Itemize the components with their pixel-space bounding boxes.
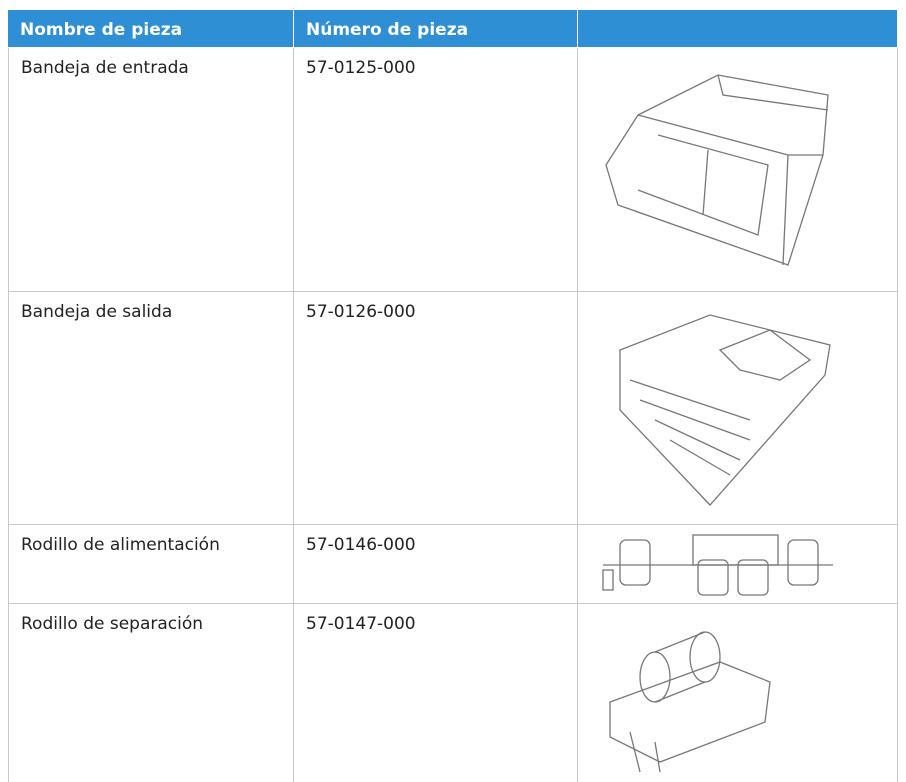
feed-roller-image: [602, 534, 833, 596]
header-cell: [578, 10, 898, 48]
separation-roller-image: [609, 631, 771, 773]
cell: Bandeja de salida: [8, 292, 294, 525]
input-tray-image: [605, 74, 829, 266]
cell: 57-0147-000: [294, 604, 578, 782]
image-cell: [578, 292, 898, 525]
header-cell: Nombre de pieza: [8, 10, 294, 48]
output-tray-image: [619, 314, 831, 506]
cell: 57-0125-000: [294, 48, 578, 292]
header-cell: Número de pieza: [294, 10, 578, 48]
image-cell: [578, 525, 898, 604]
cell: 57-0146-000: [294, 525, 578, 604]
cell: 57-0126-000: [294, 292, 578, 525]
image-cell: [578, 48, 898, 292]
cell: Rodillo de separación: [8, 604, 294, 782]
cell: Bandeja de entrada: [8, 48, 294, 292]
image-cell: [578, 604, 898, 782]
cell: Rodillo de alimentación: [8, 525, 294, 604]
